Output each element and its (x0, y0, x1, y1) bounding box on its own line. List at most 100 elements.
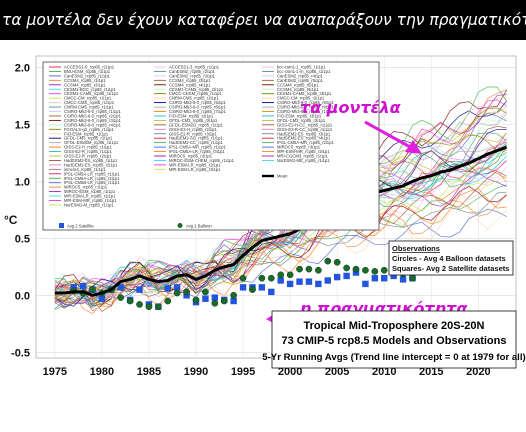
balloon-point (258, 274, 266, 282)
legend-entry: CMCC-CM_rcp85_r1i1p1 (64, 96, 112, 101)
balloon-point (343, 264, 350, 272)
observations (70, 257, 416, 311)
legend-entry: CanESM2_rcp85_r2i1p1 (169, 69, 216, 74)
satellite-point (183, 292, 190, 299)
balloon-point (352, 265, 360, 273)
legend-satellite-label: Avg 2 Satellite (67, 224, 94, 229)
models-annotation: τα μοντέλα (300, 98, 402, 117)
legend-entry: MPI-ESM-MR_rcp85_r2i1p1 (277, 149, 330, 154)
legend-entry: MPI-ESM-LR_rcp85_r1i1p1 (64, 194, 116, 199)
legend-entry: CSIRO-Mk3-6-0_rcp85_r3i1p1 (64, 118, 121, 123)
legend-entry: HadGEM2-ES_rcp85_r1i1p1 (64, 158, 118, 163)
satellite-point (371, 275, 379, 282)
balloon-point (230, 291, 237, 299)
legend-entry: MPI-ESM-MR_rcp85_r1i1p1 (64, 198, 117, 203)
legend-entry: MIROC-ESM-CHEM_rcp85_r1i1p1 (169, 158, 235, 163)
legend-entry: HadGEM2-AO_rcp85_r1i1p1 (169, 136, 223, 141)
model-mean-line (54, 145, 508, 297)
balloon-point (220, 297, 228, 305)
satellite-point (258, 284, 266, 291)
observations-title: Observations (392, 244, 440, 253)
legend-entry: CMCC-CM_rcp85_r2i1p1 (277, 96, 325, 101)
model-run-line (54, 143, 507, 303)
satellite-point (296, 278, 303, 285)
balloon-point (202, 288, 209, 296)
legend-entry: GFDL-ESM2G_rcp85_r1i1p1 (169, 122, 224, 127)
legend-entry: CCSM4_rcp85_r3i1p1 (169, 78, 211, 83)
legend-entry: CSIRO-Mk3-6-0_rcp85_r1i1p1 (64, 109, 121, 114)
legend-entry: BNU-ESM_rcp85_r1i1p1 (64, 69, 111, 74)
balloon-point (362, 266, 369, 274)
legend-entry: CCSM4_rcp85_r5i1p1 (277, 82, 319, 87)
satellite-point (98, 295, 106, 302)
legend-entry: CanESM2_rcp85_r3i1p1 (169, 73, 216, 78)
legend-entry: GISS-E2-R_rcp85_r1i1p1 (64, 149, 112, 154)
caption-line3: 5-Yr Running Avgs (Trend line intercept … (262, 352, 525, 363)
x-tick-label: 2000 (278, 366, 302, 378)
model-run-line (54, 203, 507, 311)
satellite-point (230, 297, 237, 305)
x-tick-label: 2015 (419, 366, 443, 378)
legend-entry: IPSL-CM5B-LR_rcp85_r1i1p1 (64, 180, 120, 185)
balloon-point (249, 286, 256, 293)
satellite-point (315, 280, 322, 288)
satellite-point (352, 269, 360, 276)
legend-entry: HadGEM2-ES_rcp85_r4i1p1 (277, 136, 331, 141)
model-run-line (54, 185, 507, 306)
balloon-point (286, 271, 294, 279)
y-tick-label: 0.5 (15, 233, 30, 245)
balloon-point (89, 286, 96, 293)
legend-entry: HadGEM2-CC_rcp85_r1i1p1 (169, 140, 223, 145)
legend-entry: CSIRO-Mk3-6-0_rcp85_r6i1p1 (169, 105, 226, 110)
legend-entry: IPSL-CM5A-LR_rcp85_r1i1p1 (64, 171, 120, 176)
satellite-point (136, 286, 143, 293)
legend-entry: bcc-csm1-1_rcp85_r1i1p1 (277, 65, 326, 70)
legend-entry: GFDL-CM3_rcp85_r2i1p1 (169, 118, 218, 123)
x-tick-label: 1995 (231, 366, 255, 378)
legend-entry: CESM1-CAM5_rcp85_r2i1p1 (169, 87, 224, 92)
x-tick-label: 1980 (90, 366, 114, 378)
legend-entry: MRI-CGCM3_rcp85_r1i1p1 (277, 154, 329, 159)
legend-entry: CCSM4_rcp85_r1i1p1 (64, 78, 106, 83)
legend-entry: MIROC5_rcp85_r2i1p1 (169, 154, 213, 159)
banner-title: τα μοντέλα δεν έχουν καταφέρει να αναπαρ… (0, 0, 526, 40)
satellite-point (333, 273, 341, 281)
satellite-point (362, 280, 369, 288)
legend-mean-label: Mean (277, 174, 288, 179)
satellite-point (211, 294, 219, 301)
legend-entry: GISS-E2-H_rcp85_r2i1p1 (169, 127, 217, 132)
legend-entry: CSIRO-Mk3-6-0_rcp85_r4i1p1 (64, 122, 121, 127)
satellite-point (305, 278, 313, 285)
legend-entry: CNRM-CM5_rcp85_r2i1p1 (169, 96, 219, 101)
legend-entry: HadGEM2-ES_rcp85_r2i1p1 (64, 162, 118, 167)
balloon-point (305, 265, 313, 273)
legend-entry: GFDL-CM3_rcp85_r3i1p1 (277, 118, 326, 123)
legend-entry: CSIRO-Mk3-6-0_rcp85_r7i1p1 (169, 109, 226, 114)
balloon-point (277, 271, 285, 279)
model-mean-series (54, 145, 508, 297)
legend-entry: inmcm4_rcp85_r1i1p1 (64, 167, 106, 172)
legend-entry: GISS-E2-H_rcp85_r1i1p1 (64, 145, 112, 150)
legend-entry: CCSM4_rcp85_r6i1p1 (277, 87, 319, 92)
legend-entry: CMCC-CMS_rcp85_r1i1p1 (64, 100, 115, 105)
y-tick-label: 0.0 (15, 290, 30, 302)
legend-entry: MIROC5_rcp85_r1i1p1 (64, 185, 108, 190)
legend-entry: CESM1-CAM5_rcp85_r3i1p1 (277, 91, 332, 96)
satellite-point (399, 276, 407, 283)
legend-entry: CSIRO-Mk3-6-0_rcp85_r5i1p1 (169, 100, 226, 105)
legend-entry: ACCESS1-3_rcp85_r1i1p1 (169, 65, 220, 70)
legend-entry: CMCC-CESM_rcp85_r1i1p1 (169, 91, 222, 96)
legend-balloon-label: Avg 2 Balloon (186, 224, 212, 229)
models-arrow (364, 120, 422, 154)
legend-entry: IPSL-CM5A-MR_rcp85_r1i1p1 (169, 145, 226, 150)
caption-line1: Tropical Mid-Troposphere 20S-20N (304, 320, 485, 332)
legend-entry: CanESM2_rcp85_r1i1p1 (64, 73, 111, 78)
observations-box: Observations Circles - Avg 4 Balloon dat… (388, 240, 514, 276)
balloon-point (173, 289, 181, 297)
y-tick-label: -0.5 (11, 347, 30, 359)
x-tick-label: 2020 (466, 366, 490, 378)
legend-entry: CESM1-BGC_rcp85_r1i1p1 (64, 87, 116, 92)
balloon-point (267, 274, 275, 282)
model-run-line (54, 168, 507, 301)
legend-entry: MIROC-ESM_rcp85_r1i1p1 (64, 189, 116, 194)
